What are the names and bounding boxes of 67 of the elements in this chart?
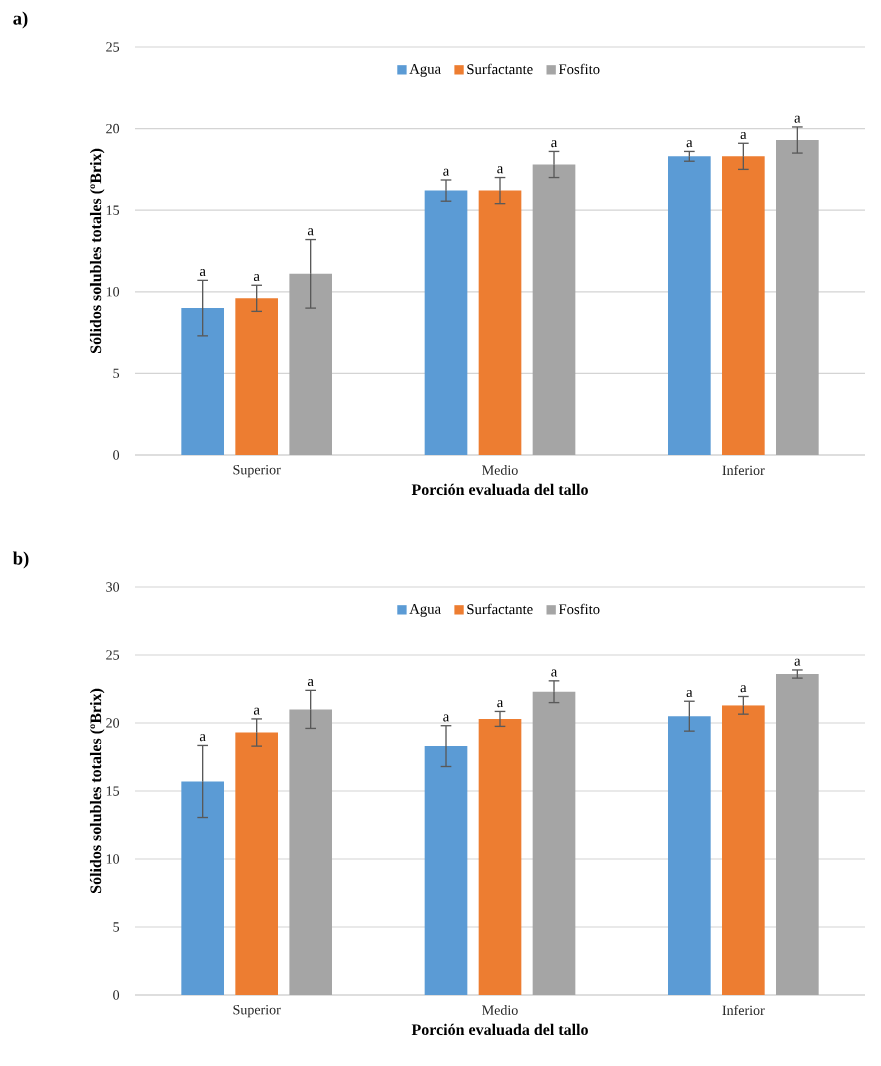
data-label: a bbox=[551, 669, 558, 677]
x-tick-label: Medio bbox=[482, 465, 518, 475]
legend-label: Fosfito bbox=[558, 63, 600, 75]
data-label: a bbox=[307, 679, 314, 687]
bar bbox=[668, 716, 711, 995]
bar bbox=[532, 164, 576, 455]
data-label: a bbox=[443, 714, 450, 722]
data-label: a bbox=[686, 140, 693, 148]
y-tick-label: 10 bbox=[106, 287, 120, 297]
bar bbox=[424, 746, 468, 995]
data-label: a bbox=[740, 685, 747, 693]
y-tick-label: 15 bbox=[106, 786, 120, 796]
legend-label: Surfactante bbox=[467, 63, 533, 75]
bar bbox=[722, 156, 765, 455]
x-tick-label: Medio bbox=[482, 1005, 518, 1015]
y-tick-label: 0 bbox=[113, 990, 120, 1000]
bar bbox=[776, 140, 819, 455]
bar bbox=[776, 674, 819, 995]
legend-label: Fosfito bbox=[558, 603, 600, 615]
bar bbox=[668, 156, 711, 455]
bar bbox=[235, 732, 278, 995]
data-label: a bbox=[443, 168, 450, 176]
legend-label: Agua bbox=[409, 604, 441, 617]
chart-title: b) bbox=[12, 551, 29, 569]
bar bbox=[289, 709, 333, 995]
y-tick-label: 15 bbox=[106, 205, 120, 215]
bar bbox=[532, 691, 576, 995]
data-label: a bbox=[199, 734, 206, 742]
bar bbox=[289, 273, 333, 455]
bar bbox=[424, 190, 468, 455]
y-tick-label: 5 bbox=[113, 922, 120, 932]
y-tick-label: 20 bbox=[106, 718, 120, 728]
x-tick-label: Superior bbox=[233, 465, 281, 478]
y-axis-title: Sólidos solubles totales (ºBrix) bbox=[89, 148, 105, 353]
bar bbox=[478, 718, 522, 995]
data-label: a bbox=[497, 700, 504, 708]
data-label: a bbox=[794, 115, 801, 123]
legend-label: Surfactante bbox=[467, 603, 533, 615]
x-tick-label: Inferior bbox=[722, 465, 765, 476]
legend-label: Agua bbox=[409, 63, 441, 77]
data-label: a bbox=[307, 228, 314, 236]
data-label: a bbox=[740, 131, 747, 140]
data-label: a bbox=[686, 689, 693, 697]
bar bbox=[181, 308, 224, 455]
bar bbox=[722, 705, 765, 995]
y-tick-label: 25 bbox=[106, 650, 120, 660]
data-label: a bbox=[253, 707, 260, 715]
data-label: a bbox=[794, 658, 801, 666]
chart-title: a) bbox=[13, 11, 28, 29]
bar bbox=[181, 781, 224, 995]
y-tick-label: 20 bbox=[106, 123, 120, 134]
y-axis-title: Sólidos solubles totales (ºBrix) bbox=[89, 688, 105, 894]
data-label: a bbox=[253, 273, 260, 281]
x-axis-title: Porción evaluada del tallo bbox=[411, 483, 588, 496]
y-tick-label: 10 bbox=[106, 854, 120, 864]
data-label: a bbox=[551, 140, 558, 148]
y-tick-label: 5 bbox=[113, 368, 120, 379]
bar bbox=[478, 190, 522, 455]
x-axis-title: Porción evaluada del tallo bbox=[411, 1023, 588, 1036]
data-label: a bbox=[497, 166, 504, 174]
data-label: a bbox=[199, 269, 206, 277]
x-tick-label: Superior bbox=[233, 1005, 281, 1018]
y-tick-label: 0 bbox=[113, 450, 120, 460]
bar bbox=[235, 298, 278, 455]
y-tick-label: 30 bbox=[106, 582, 120, 592]
x-tick-label: Inferior bbox=[722, 1005, 765, 1016]
y-tick-label: 25 bbox=[106, 42, 120, 52]
